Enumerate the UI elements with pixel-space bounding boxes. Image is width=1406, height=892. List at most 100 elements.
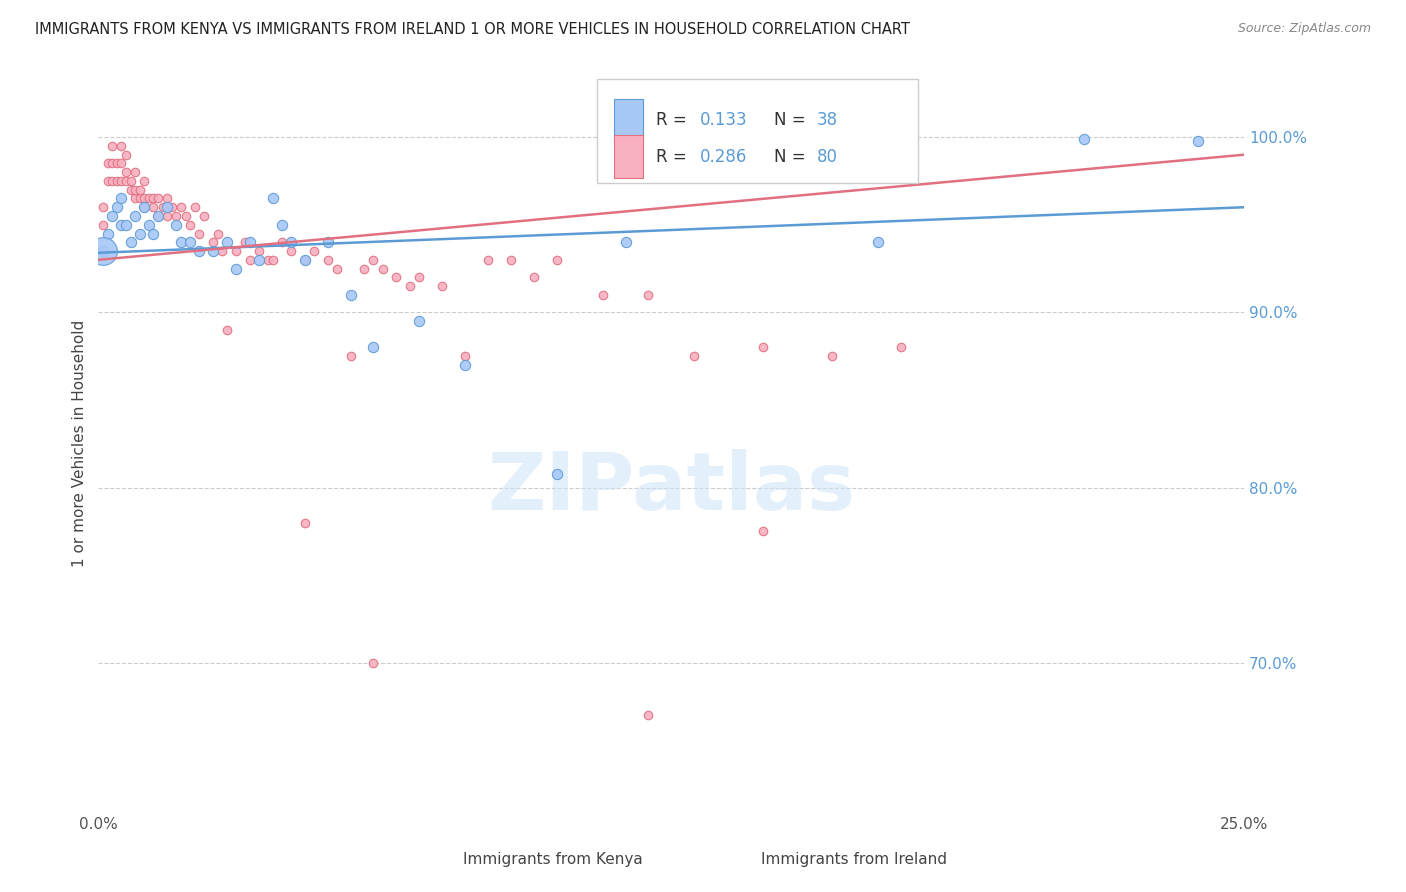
Point bbox=[499, 252, 522, 267]
Point bbox=[454, 349, 477, 363]
Point bbox=[202, 235, 225, 250]
Point bbox=[152, 200, 174, 214]
Bar bbox=[723, 841, 752, 878]
Point bbox=[156, 200, 179, 214]
Point bbox=[408, 270, 430, 285]
Point bbox=[262, 192, 284, 206]
Point bbox=[270, 218, 292, 232]
Point bbox=[280, 235, 302, 250]
Text: R =: R = bbox=[657, 111, 693, 129]
Point bbox=[683, 349, 706, 363]
Point bbox=[146, 192, 169, 206]
Point bbox=[134, 174, 156, 188]
Text: Source: ZipAtlas.com: Source: ZipAtlas.com bbox=[1237, 22, 1371, 36]
Point bbox=[233, 235, 256, 250]
Text: Immigrants from Ireland: Immigrants from Ireland bbox=[761, 852, 946, 867]
Point bbox=[188, 227, 211, 241]
Bar bbox=[614, 99, 643, 141]
Point bbox=[142, 192, 165, 206]
Point bbox=[91, 244, 114, 258]
Point bbox=[110, 218, 132, 232]
Point bbox=[637, 708, 659, 723]
Point bbox=[138, 192, 160, 206]
Point bbox=[339, 288, 361, 302]
Point bbox=[115, 218, 138, 232]
Point bbox=[257, 252, 280, 267]
Point bbox=[614, 235, 637, 250]
Point bbox=[91, 244, 114, 258]
Bar bbox=[614, 136, 643, 178]
Point bbox=[110, 192, 132, 206]
Point bbox=[202, 244, 225, 258]
Point bbox=[280, 244, 302, 258]
Point bbox=[179, 218, 201, 232]
Point bbox=[821, 349, 844, 363]
Point bbox=[326, 261, 349, 276]
Point bbox=[866, 235, 889, 250]
Point bbox=[339, 349, 361, 363]
Point bbox=[363, 656, 385, 670]
Point bbox=[110, 174, 132, 188]
Point bbox=[101, 174, 124, 188]
Point bbox=[270, 235, 292, 250]
Point bbox=[110, 156, 132, 170]
Point bbox=[156, 192, 179, 206]
Point bbox=[316, 252, 339, 267]
Y-axis label: 1 or more Vehicles in Household: 1 or more Vehicles in Household bbox=[72, 320, 87, 567]
Point bbox=[215, 235, 238, 250]
Point bbox=[399, 279, 422, 293]
Point bbox=[188, 244, 211, 258]
Point bbox=[105, 174, 128, 188]
Point bbox=[262, 252, 284, 267]
Point bbox=[889, 340, 911, 354]
Point bbox=[115, 165, 138, 179]
Point bbox=[165, 218, 187, 232]
Point bbox=[97, 156, 120, 170]
Point bbox=[142, 227, 165, 241]
Point bbox=[120, 174, 142, 188]
Text: ZIPatlas: ZIPatlas bbox=[488, 449, 855, 527]
Point bbox=[179, 235, 201, 250]
Point bbox=[138, 218, 160, 232]
Point bbox=[454, 358, 477, 372]
Point bbox=[174, 209, 197, 223]
Point bbox=[302, 244, 325, 258]
Point bbox=[170, 235, 193, 250]
Point bbox=[211, 244, 233, 258]
Point bbox=[156, 209, 179, 223]
Text: 0.286: 0.286 bbox=[700, 148, 748, 166]
Point bbox=[142, 200, 165, 214]
Point bbox=[371, 261, 394, 276]
Point bbox=[225, 244, 247, 258]
Point bbox=[101, 139, 124, 153]
Point bbox=[316, 235, 339, 250]
Text: R =: R = bbox=[657, 148, 693, 166]
Point bbox=[105, 156, 128, 170]
FancyBboxPatch shape bbox=[598, 79, 918, 183]
Text: 38: 38 bbox=[817, 111, 838, 129]
Point bbox=[115, 147, 138, 161]
Point bbox=[752, 340, 775, 354]
Point bbox=[294, 252, 316, 267]
Point bbox=[408, 314, 430, 328]
Point bbox=[193, 209, 215, 223]
Point bbox=[1187, 134, 1209, 148]
Text: N =: N = bbox=[775, 148, 811, 166]
Point bbox=[165, 209, 187, 223]
Point bbox=[101, 209, 124, 223]
Bar bbox=[425, 841, 454, 878]
Point bbox=[134, 200, 156, 214]
Point bbox=[294, 252, 316, 267]
Point bbox=[477, 252, 499, 267]
Point bbox=[128, 227, 150, 241]
Point bbox=[128, 192, 150, 206]
Point bbox=[294, 516, 316, 530]
Point bbox=[752, 524, 775, 539]
Point bbox=[170, 200, 193, 214]
Point bbox=[105, 200, 128, 214]
Text: 80: 80 bbox=[817, 148, 838, 166]
Point bbox=[91, 218, 114, 232]
Point bbox=[120, 235, 142, 250]
Point bbox=[546, 252, 568, 267]
Point bbox=[124, 209, 146, 223]
